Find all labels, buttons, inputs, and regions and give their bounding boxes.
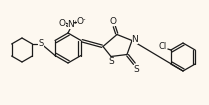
Text: S: S [38,39,43,48]
Text: S: S [133,64,139,74]
Text: O: O [110,16,116,26]
Text: -: - [82,16,85,22]
Text: Cl: Cl [159,42,167,51]
Text: N: N [132,35,138,43]
Text: S: S [108,56,114,66]
Text: O: O [76,18,84,26]
Text: +: + [72,20,77,24]
Text: N: N [68,20,74,29]
Text: O: O [59,20,65,28]
